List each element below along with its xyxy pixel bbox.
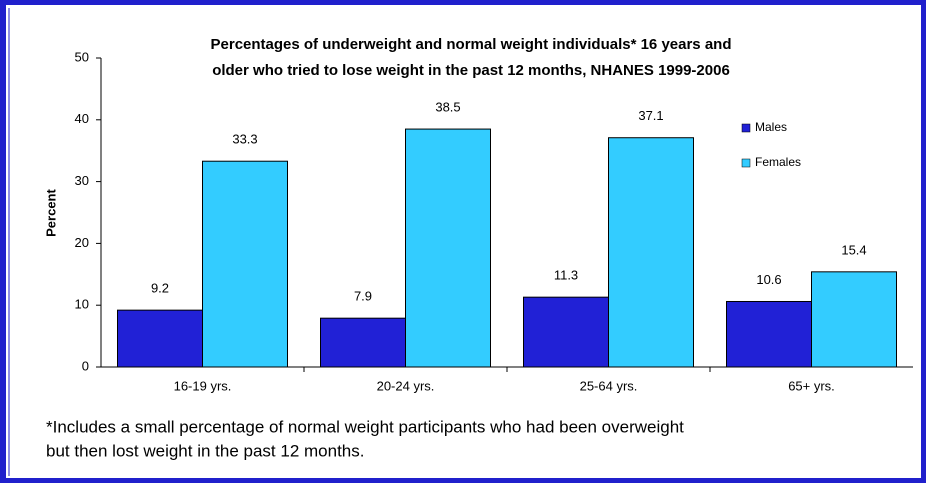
- data-label: 10.6: [756, 272, 781, 287]
- x-tick-label: 25-64 yrs.: [580, 378, 638, 393]
- data-label: 9.2: [151, 281, 169, 296]
- x-tick-label: 16-19 yrs.: [174, 378, 232, 393]
- bar: [117, 309, 203, 368]
- y-tick-label: 20: [75, 235, 89, 250]
- y-tick-label: 30: [75, 173, 89, 188]
- y-axis-label: Percent: [43, 188, 58, 236]
- bar: [811, 271, 897, 368]
- bar: [202, 160, 288, 368]
- footnote: but then lost weight in the past 12 mont…: [46, 441, 364, 460]
- y-tick-label: 40: [75, 111, 89, 126]
- data-label: 38.5: [435, 100, 460, 115]
- bar: [320, 317, 406, 368]
- bar: [608, 137, 694, 368]
- data-label: 37.1: [638, 108, 663, 123]
- bar: [405, 128, 491, 368]
- data-label: 33.3: [232, 132, 257, 147]
- y-tick-label: 10: [75, 297, 89, 312]
- y-tick-label: 0: [82, 358, 89, 373]
- chart-title: Percentages of underweight and normal we…: [211, 36, 732, 53]
- x-tick-label: 20-24 yrs.: [377, 378, 435, 393]
- legend-swatch: [741, 158, 751, 168]
- legend-label: Males: [755, 120, 787, 134]
- bar: [726, 300, 812, 368]
- chart-title: older who tried to lose weight in the pa…: [212, 62, 730, 79]
- data-label: 7.9: [354, 289, 372, 304]
- data-label: 11.3: [554, 268, 578, 283]
- legend-swatch: [741, 123, 751, 133]
- bar: [523, 296, 609, 368]
- legend-label: Females: [755, 155, 801, 169]
- y-tick-label: 50: [75, 49, 89, 64]
- data-label: 15.4: [841, 242, 866, 257]
- x-tick-label: 65+ yrs.: [788, 378, 835, 393]
- footnote: *Includes a small percentage of normal w…: [46, 417, 684, 436]
